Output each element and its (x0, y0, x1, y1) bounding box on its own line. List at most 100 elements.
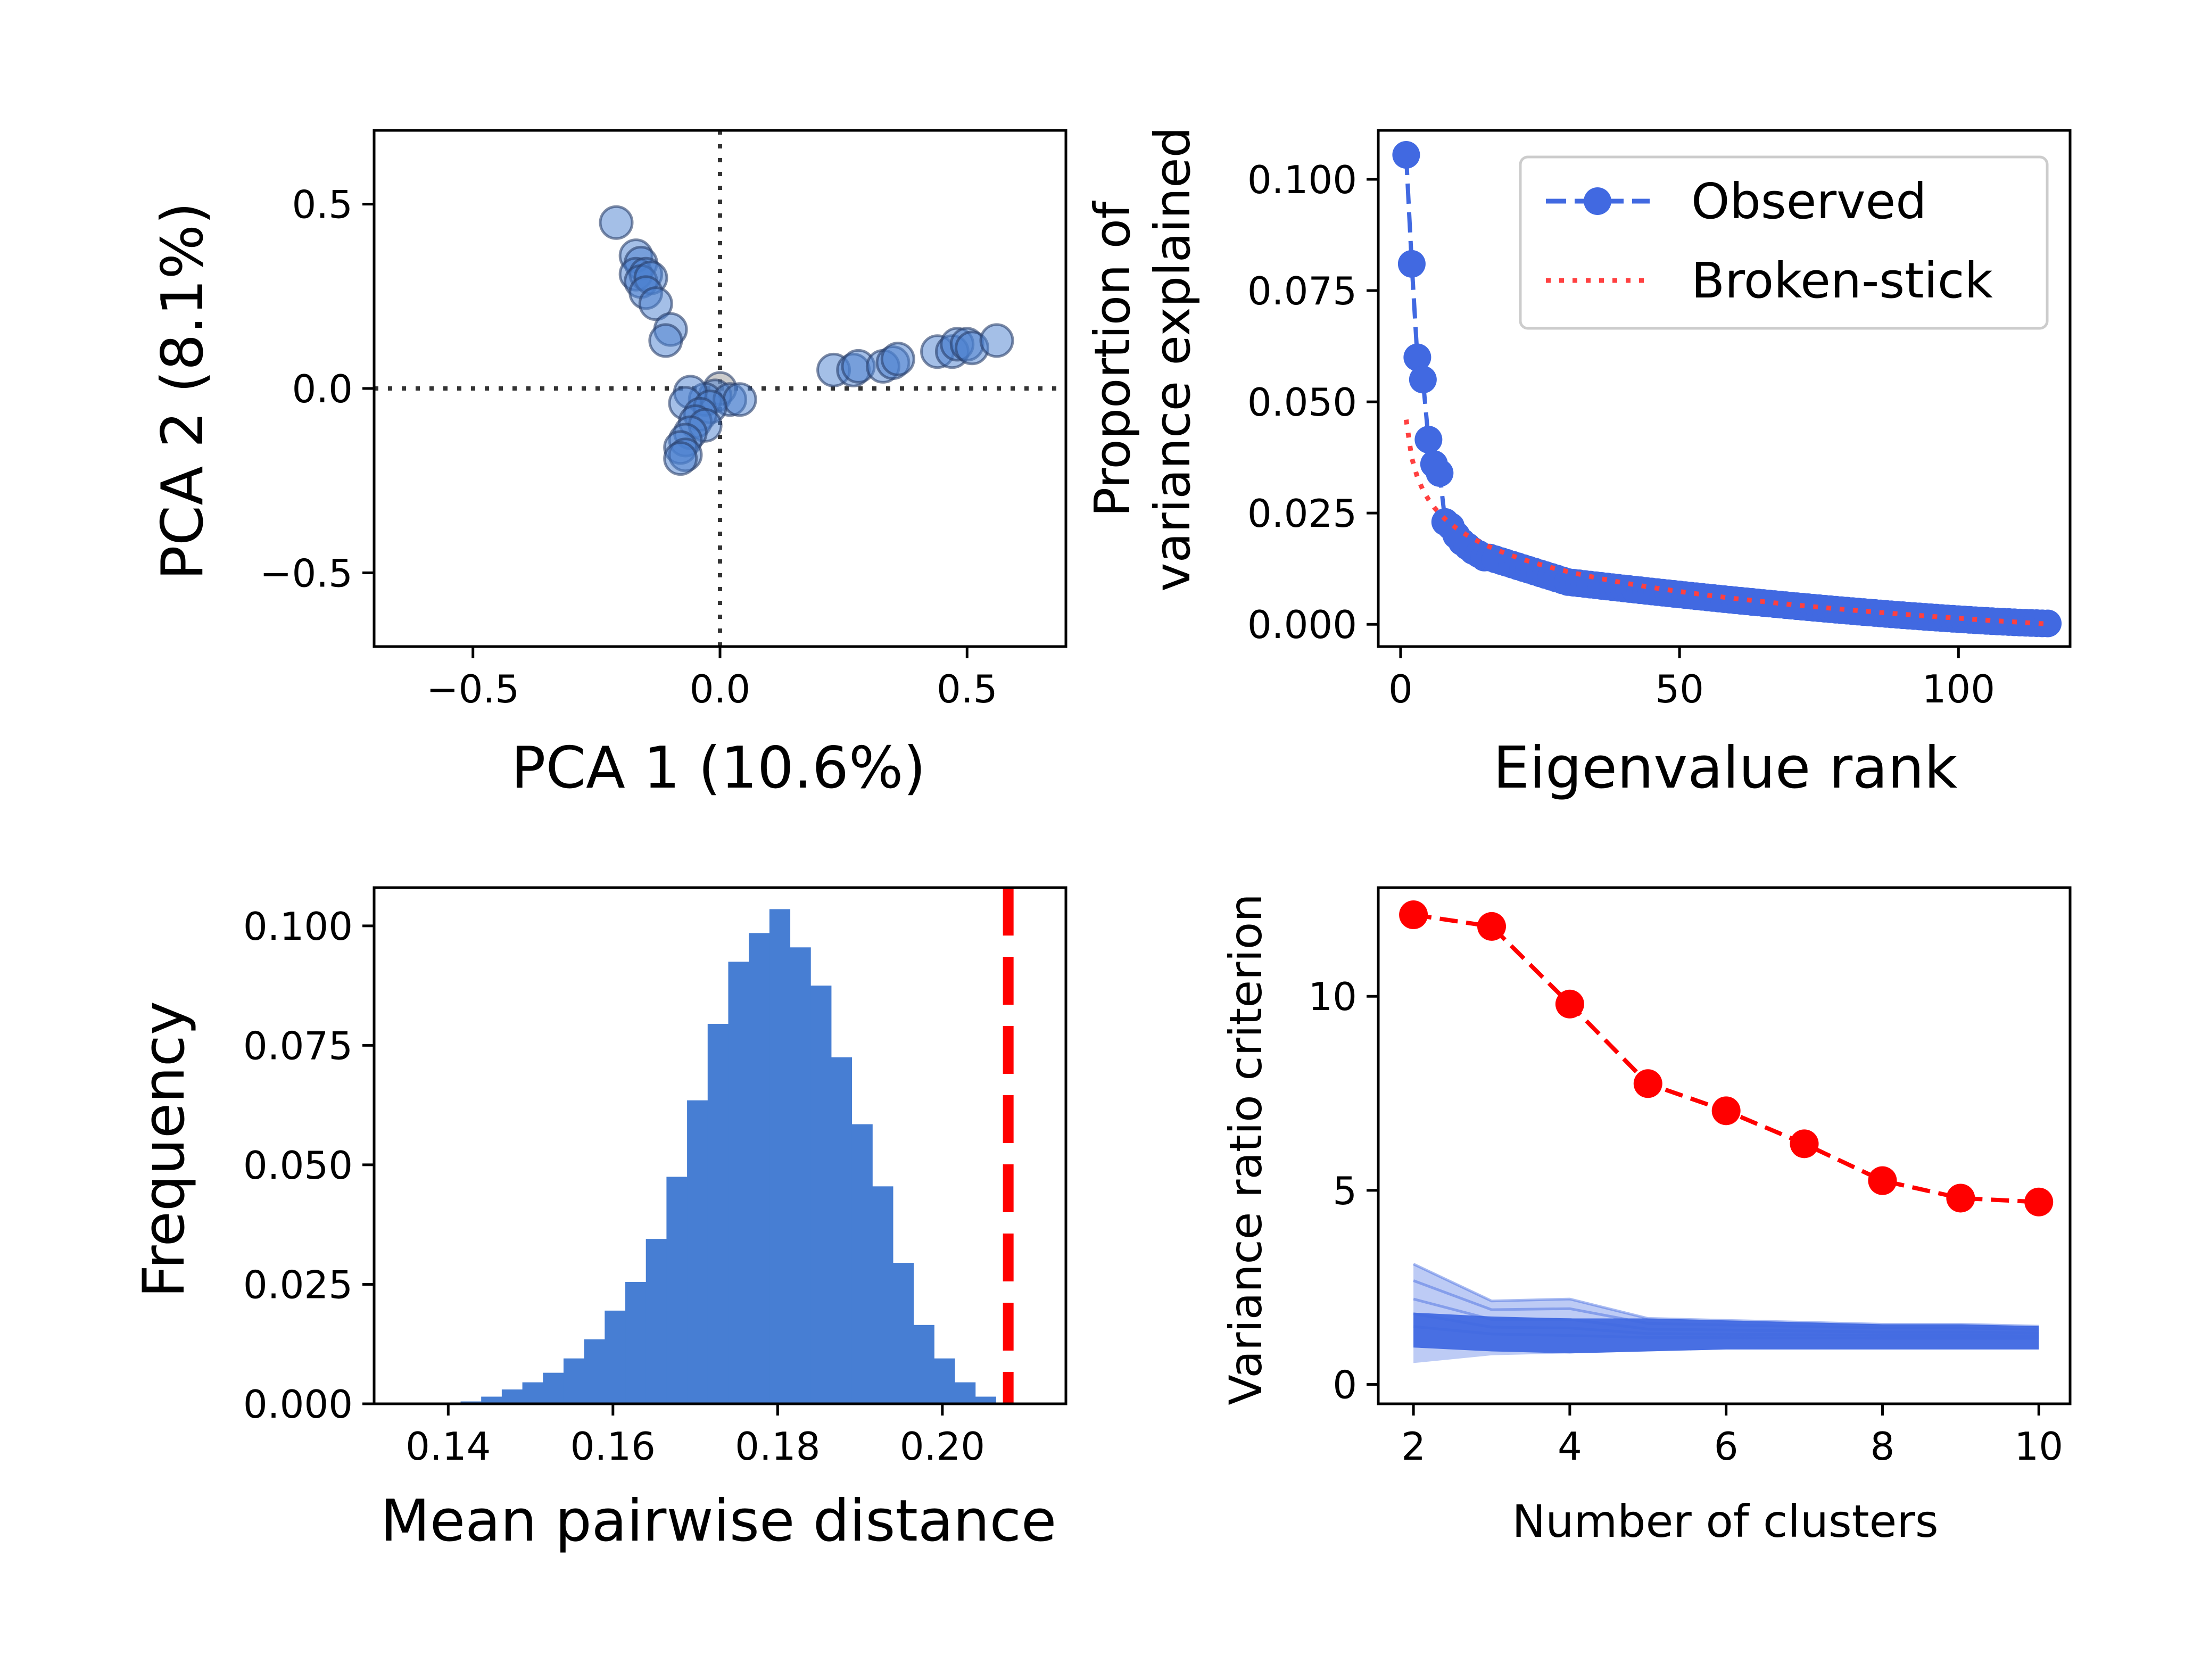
scree-plot-legend: Observed Broken-stick (1519, 155, 2049, 330)
y-tick-label: 0.050 (243, 1143, 353, 1188)
pca-scatter-panel: −0.5 0.0 0.5 −0.5 0.0 0.5 PCA 1 (10.6%) PCA 2… (150, 129, 1067, 801)
scatter-point (979, 323, 1014, 358)
histogram-bar (934, 1358, 955, 1404)
x-tick-label: 2 (1401, 1424, 1426, 1469)
y-tick-label: 0.075 (1247, 269, 1357, 313)
observed-point (1409, 366, 1437, 394)
histogram-bar (851, 1124, 873, 1404)
y-tick-label: 0.5 (292, 183, 353, 227)
pca-scatter-y-axis-label: PCA 2 (8.1%) (150, 202, 216, 580)
histogram-bar (749, 933, 770, 1404)
histogram-bar (605, 1310, 626, 1404)
x-tick-label: 0.0 (690, 667, 751, 711)
x-tick-label: 100 (1922, 667, 1995, 711)
histogram-bar (810, 986, 832, 1404)
plot-frame (1377, 886, 2072, 1405)
histogram-bar (790, 947, 811, 1404)
x-tick-label: 0 (1388, 667, 1413, 711)
criterion-point (1399, 900, 1428, 930)
criterion-point (1711, 1096, 1741, 1125)
histogram-bar (646, 1239, 667, 1404)
cluster-criterion-plot-area (1377, 886, 2072, 1405)
x-tick-label: 0.20 (900, 1424, 985, 1469)
histogram-plot-area (373, 886, 1067, 1405)
legend-observed-label: Observed (1691, 173, 1927, 230)
broken-stick-series-line (1403, 419, 2048, 627)
scree-plot-area (1377, 129, 2072, 648)
x-tick-label: 0.18 (735, 1424, 820, 1469)
observed-point (1397, 250, 1426, 278)
observed-point (1426, 459, 1454, 487)
scatter-point (722, 382, 757, 417)
scree-plot-x-axis-label: Eigenvalue rank (1493, 735, 1958, 801)
scree-plot-ticks: 0 50 100 0.000 0.025 0.050 0.075 0.100 (1247, 158, 1995, 711)
cluster-criterion-panel: 2 4 6 8 10 0 5 10 Number of clusters Variance r… (1220, 886, 2072, 1547)
histogram-x-axis-label: Mean pairwise distance (380, 1488, 1057, 1554)
x-tick-label: 8 (1871, 1424, 1895, 1469)
scree-plot-y-axis-label-line2: variance explained (1144, 127, 1201, 592)
criterion-point (1555, 989, 1584, 1019)
histogram-y-axis-label: Frequency (131, 1001, 197, 1298)
x-tick-label: 10 (2014, 1424, 2063, 1469)
scatter-point (648, 323, 683, 358)
histogram-bar (872, 1186, 893, 1404)
y-tick-label: 10 (1308, 974, 1357, 1019)
scree-plot-panel: 0 50 100 0.000 0.025 0.050 0.075 0.100 Eigenval… (1084, 127, 2072, 801)
null-distribution-line (1413, 1263, 2039, 1328)
y-tick-label: 5 (1333, 1169, 1357, 1213)
histogram-ticks: 0.14 0.16 0.18 0.20 0.000 0.025 0.050 0.075 0.10… (243, 904, 985, 1469)
x-tick-label: 0.14 (406, 1424, 491, 1469)
criterion-point (1633, 1069, 1662, 1098)
y-tick-label: 0.025 (243, 1262, 353, 1307)
null-distribution-core (1413, 1312, 2039, 1354)
null-distribution-line (1413, 1325, 2039, 1340)
histogram-bar (893, 1263, 914, 1404)
y-tick-label: 0.0 (292, 367, 353, 411)
scatter-point (638, 286, 673, 321)
criterion-point (1946, 1184, 1975, 1213)
cluster-criterion-y-axis-label: Variance ratio criterion (1220, 893, 1272, 1405)
x-tick-label: 50 (1655, 667, 1704, 711)
y-tick-label: 0.075 (243, 1023, 353, 1068)
x-tick-label: 0.16 (570, 1424, 656, 1469)
pca-scatter-plot-area (373, 129, 1067, 648)
histogram-panel: 0.14 0.16 0.18 0.20 0.000 0.025 0.050 0.075 0.10… (131, 886, 1067, 1554)
histogram-bar (687, 1100, 708, 1404)
scree-plot-y-axis-label-line1: Proportion of (1084, 200, 1141, 517)
x-tick-label: 0.5 (937, 667, 998, 711)
x-tick-label: 4 (1558, 1424, 1582, 1469)
y-tick-label: −0.5 (260, 551, 353, 595)
histogram-bar (955, 1382, 976, 1404)
histogram-bar (769, 909, 791, 1404)
histogram-bar (831, 1057, 853, 1404)
histogram-bar (975, 1396, 996, 1404)
pca-scatter-x-axis-label: PCA 1 (10.6%) (511, 735, 925, 801)
criterion-point (2024, 1187, 2054, 1216)
legend-frame (1519, 155, 2049, 330)
observed-point (1392, 140, 1420, 169)
pca-scatter-ticks: −0.5 0.0 0.5 −0.5 0.0 0.5 (260, 183, 997, 711)
x-tick-label: −0.5 (426, 667, 519, 711)
x-tick-label: 6 (1714, 1424, 1739, 1469)
histogram-bar (522, 1382, 543, 1404)
y-tick-label: 0.000 (243, 1382, 353, 1427)
null-distribution-line (1413, 1312, 2039, 1337)
cluster-criterion-ticks: 2 4 6 8 10 0 5 10 (1308, 974, 2063, 1469)
histogram-bar (666, 1177, 688, 1404)
y-tick-label: 0.050 (1247, 380, 1357, 425)
null-distribution-line (1413, 1279, 2039, 1331)
histogram-bar (563, 1358, 585, 1404)
null-distribution-line (1413, 1297, 2039, 1335)
legend-broken-stick-label: Broken-stick (1691, 252, 1993, 309)
scatter-point (880, 342, 915, 377)
plot-frame (1377, 129, 2072, 648)
histogram-bar (543, 1372, 564, 1404)
y-tick-label: 0.000 (1247, 602, 1357, 647)
histogram-bar (728, 962, 749, 1404)
observed-point (2034, 609, 2062, 638)
criterion-point (1477, 912, 1506, 941)
histogram-bar (707, 1023, 729, 1404)
observed-point (1403, 343, 1431, 371)
y-tick-label: 0 (1333, 1363, 1357, 1408)
